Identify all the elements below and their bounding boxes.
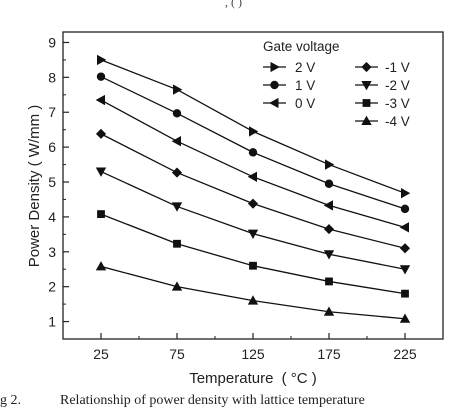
series-neg4V [95,261,411,323]
data-point [171,281,183,291]
legend-label: 2 V [295,60,315,75]
legend-entry: 2 V [263,60,315,75]
data-point [171,136,182,147]
legend-marker [270,80,279,90]
data-point [95,167,107,177]
legend-entry: -2 V [355,78,410,93]
y-tick-label: 5 [48,174,56,190]
series-neg3V [97,210,409,298]
y-tick-label: 9 [48,34,56,50]
data-point [248,126,259,137]
y-tick-label: 7 [48,104,56,120]
legend-entry: -1 V [355,60,410,75]
legend-marker [361,115,372,125]
x-tick-label: 25 [93,346,109,362]
data-point [171,202,183,212]
legend-label: -2 V [385,78,410,93]
series-2V [97,54,411,199]
y-tick-label: 3 [48,244,56,260]
data-point [95,261,107,271]
data-point [247,295,259,305]
data-point [247,198,259,209]
y-tick-label: 1 [48,314,56,330]
x-axis-title: Temperature ( °C ) [189,370,317,387]
data-point [323,306,335,316]
data-point [399,222,410,233]
legend-marker [269,97,279,109]
data-point [325,277,333,286]
y-tick-label: 8 [48,69,56,85]
x-tick-label: 75 [169,346,185,362]
series-line [100,170,406,270]
data-point [97,210,105,219]
legend-label: -3 V [385,96,410,111]
legend-title: Gate voltage [263,39,340,54]
y-axis-title: Power Density ( W/mm ) [26,105,43,268]
series-neg2V [95,167,411,275]
data-point [400,204,410,214]
series-1V [96,72,410,214]
x-tick-label: 225 [393,346,417,362]
data-point [323,250,335,260]
legend-entry: -4 V [355,114,410,129]
legend-label: 1 V [295,78,315,93]
legend-marker [270,61,280,73]
data-point [400,187,411,199]
legend: Gate voltage 2 V 1 V 0 V -1 V -2 V -3 V -4 V [263,39,410,129]
data-point [324,159,335,170]
x-axis: 25 75 125 175 225 [93,333,417,362]
legend-label: -4 V [385,114,410,129]
data-point [95,128,107,139]
series-0V [95,94,410,233]
series-line [100,76,406,210]
y-axis: 1 2 3 4 5 6 7 8 9 [48,34,69,330]
series-line [100,59,406,194]
legend-marker [362,99,371,107]
series-line [100,265,406,320]
legend-entry: 0 V [263,96,315,111]
top-fragment: , ( ) [225,0,242,9]
series-line [100,213,406,295]
data-point [97,54,107,66]
series-neg1V [95,128,411,254]
y-tick-label: 6 [48,139,56,155]
x-tick-label: 125 [241,346,265,362]
data-point [247,171,258,182]
data-point [171,167,183,178]
legend-label: -1 V [385,60,410,75]
legend-marker [361,61,372,73]
x-axis-title-text: Temperature [189,370,273,387]
data-point [172,84,183,95]
legend-entry: 1 V [263,78,315,93]
data-point [399,243,411,254]
y-tick-label: 2 [48,279,56,295]
data-point [399,265,411,275]
caption-label: g 2. [0,393,21,408]
data-point [95,94,105,106]
data-point [173,239,181,248]
data-point [172,109,182,118]
legend-marker [361,81,372,91]
data-point [323,200,334,211]
data-point [401,289,409,298]
legend-entry: -3 V [355,96,410,111]
data-point [324,179,334,188]
data-point [323,224,335,235]
data-point [96,72,106,81]
y-tick-label: 4 [48,209,56,225]
legend-label: 0 V [295,96,315,111]
series-layer [95,54,411,323]
x-axis-title-unit: ( °C ) [282,370,317,387]
data-point [399,313,411,323]
x-tick-label: 175 [317,346,341,362]
data-point [248,148,258,157]
data-point [249,261,257,270]
caption-text: Relationship of power density with latti… [60,393,365,408]
data-point [247,229,259,239]
